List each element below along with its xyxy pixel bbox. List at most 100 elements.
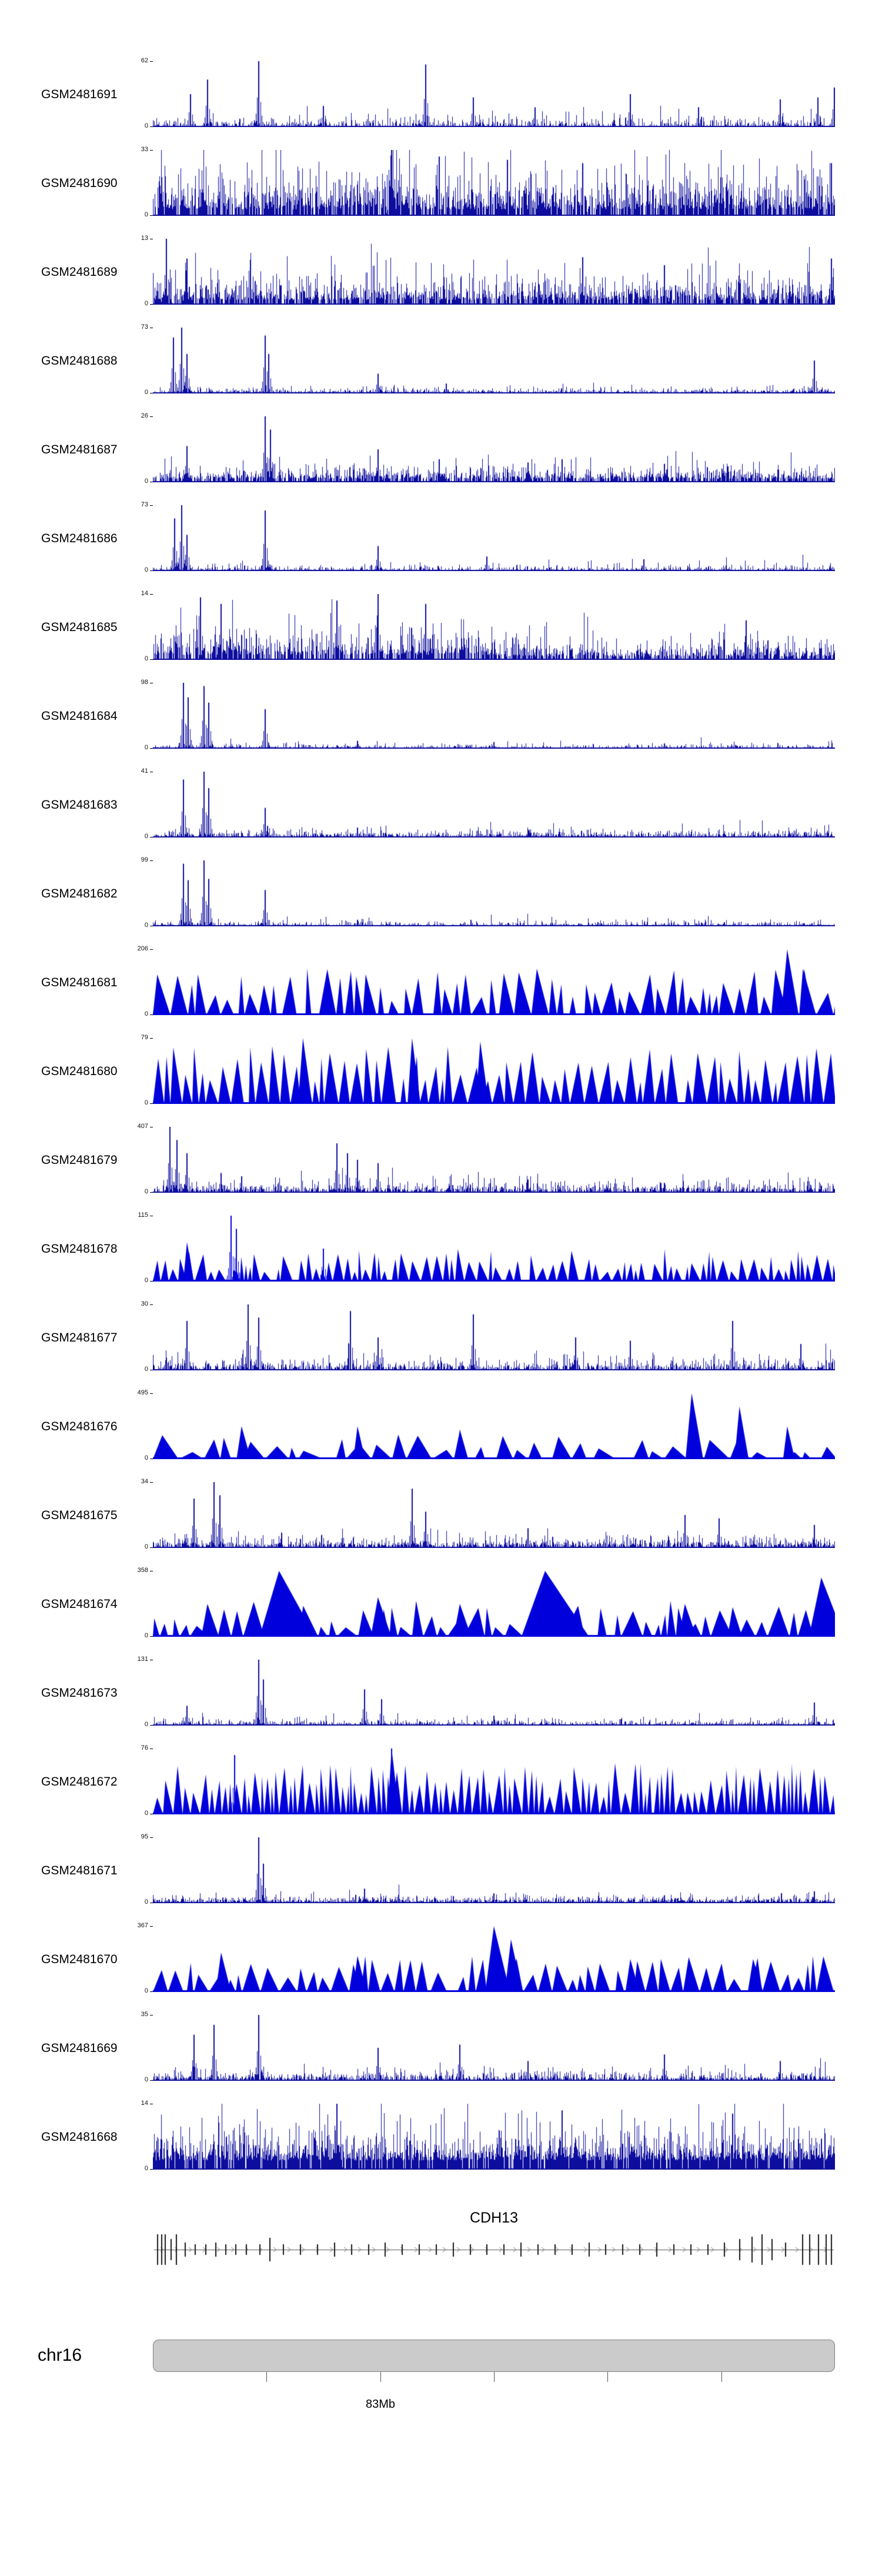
track-ymin-label: 0 (144, 1898, 148, 1906)
ideogram-tick (607, 2372, 608, 2382)
track-ymin-label: 0 (144, 1188, 148, 1195)
track-ymax-label: 206 (137, 945, 148, 952)
track-ymin-label: 0 (144, 655, 148, 662)
track-plot-area: 495 0 (138, 1390, 835, 1461)
track-row: GSM2481668 14 0 (0, 2100, 882, 2193)
track-ymin-label: 0 (144, 300, 148, 307)
track-plot-area: 115 0 (138, 1212, 835, 1284)
track-ymax-label: 62 (141, 57, 148, 64)
track-plot-area: 30 0 (141, 1301, 835, 1373)
track-ymax-label: 131 (137, 1656, 148, 1663)
track-signal-plot (153, 860, 835, 926)
track-row: GSM2481682 99 0 (0, 857, 882, 949)
ideogram-tick (380, 2372, 381, 2382)
ideogram-row: chr16 83Mb (0, 2340, 882, 2428)
track-label: GSM2481671 (41, 1864, 118, 1877)
track-label: GSM2481675 (41, 1509, 118, 1522)
track-row: GSM2481675 34 0 (0, 1479, 882, 1571)
track-plot-area: 35 0 (141, 2011, 835, 2083)
track-ymin-label: 0 (144, 744, 148, 751)
track-ymin-label: 0 (144, 1987, 148, 1994)
track-signal-plot (153, 683, 835, 749)
track-row: GSM2481674 358 0 (0, 1567, 882, 1660)
track-plot-area: 34 0 (141, 1479, 835, 1550)
track-ymin-label: 0 (144, 833, 148, 840)
track-signal-plot (153, 328, 835, 393)
track-signal-plot (153, 1660, 835, 1726)
track-ymin-label: 0 (144, 1277, 148, 1284)
track-plot-area: 41 0 (141, 768, 835, 840)
track-row: GSM2481688 73 0 (0, 324, 882, 416)
track-label: GSM2481688 (41, 354, 118, 368)
track-signal-plot (153, 1038, 835, 1104)
track-row: GSM2481689 13 0 (0, 235, 882, 328)
ideogram-tick (494, 2372, 495, 2382)
track-label: GSM2481680 (41, 1065, 118, 1078)
track-plot-area: 14 0 (141, 590, 835, 662)
track-signal-plot (153, 2015, 835, 2081)
track-row: GSM2481681 206 0 (0, 945, 882, 1038)
track-plot-area: 76 0 (141, 1745, 835, 1817)
track-ymin-label: 0 (144, 1632, 148, 1639)
track-ymax-label: 26 (141, 412, 148, 419)
track-ymin-label: 0 (144, 211, 148, 218)
track-plot-area: 73 0 (141, 502, 835, 573)
position-label: 83Mb (365, 2398, 396, 2411)
track-signal-plot (153, 1926, 835, 1992)
track-ymax-label: 95 (141, 1833, 148, 1840)
track-row: GSM2481673 131 0 (0, 1656, 882, 1749)
track-ymin-label: 0 (144, 922, 148, 929)
track-ymax-label: 13 (141, 235, 148, 242)
track-label: GSM2481674 (41, 1597, 118, 1611)
track-ymin-label: 0 (144, 1543, 148, 1550)
track-label: GSM2481684 (41, 709, 118, 723)
track-signal-plot (153, 239, 835, 305)
track-ymax-label: 41 (141, 768, 148, 775)
track-row: GSM2481685 14 0 (0, 590, 882, 683)
track-label: GSM2481690 (41, 176, 118, 190)
track-ymax-label: 33 (141, 146, 148, 153)
track-signal-plot (153, 61, 835, 127)
track-label: GSM2481673 (41, 1686, 118, 1700)
track-row: GSM2481672 76 0 (0, 1745, 882, 1837)
ideogram-label-layer: 83Mb (153, 2340, 835, 2428)
track-signal-plot (153, 1304, 835, 1370)
track-ymin-label: 0 (144, 1366, 148, 1373)
track-ymax-label: 407 (137, 1123, 148, 1130)
track-plot-area: 33 0 (141, 146, 835, 218)
track-label: GSM2481668 (41, 2130, 118, 2144)
track-label: GSM2481685 (41, 620, 118, 634)
chromosome-ideogram (153, 2340, 835, 2372)
track-signal-plot (153, 1571, 835, 1637)
track-ymin-label: 0 (144, 389, 148, 396)
track-signal-plot (153, 150, 835, 216)
track-signal-plot (153, 1749, 835, 1814)
track-row: GSM2481687 26 0 (0, 413, 882, 505)
track-label: GSM2481677 (41, 1331, 118, 1344)
track-plot-area: 98 0 (141, 679, 835, 751)
track-signal-plot (153, 1216, 835, 1282)
track-plot-area: 131 0 (138, 1656, 835, 1728)
track-label: GSM2481679 (41, 1153, 118, 1167)
track-label: GSM2481681 (41, 976, 118, 989)
track-row: GSM2481691 62 0 (0, 58, 882, 150)
track-label: GSM2481691 (41, 88, 118, 101)
track-signal-plot (153, 505, 835, 571)
track-plot-area: 26 0 (141, 413, 835, 485)
track-row: GSM2481684 98 0 (0, 679, 882, 772)
track-ymin-label: 0 (144, 1721, 148, 1728)
track-plot-area: 62 0 (141, 58, 835, 129)
track-signal-plot (153, 2104, 835, 2170)
track-label: GSM2481676 (41, 1420, 118, 1433)
track-signal-plot (153, 1127, 835, 1193)
track-signal-plot (153, 1393, 835, 1459)
track-row: GSM2481678 115 0 (0, 1212, 882, 1304)
track-row: GSM2481680 79 0 (0, 1035, 882, 1127)
gene-track: CDH13 (153, 2209, 835, 2270)
track-ymin-label: 0 (144, 1010, 148, 1017)
track-label: GSM2481687 (41, 443, 118, 456)
track-ymin-label: 0 (144, 1810, 148, 1817)
track-plot-area: 358 0 (138, 1567, 835, 1639)
track-plot-area: 95 0 (141, 1834, 835, 1906)
